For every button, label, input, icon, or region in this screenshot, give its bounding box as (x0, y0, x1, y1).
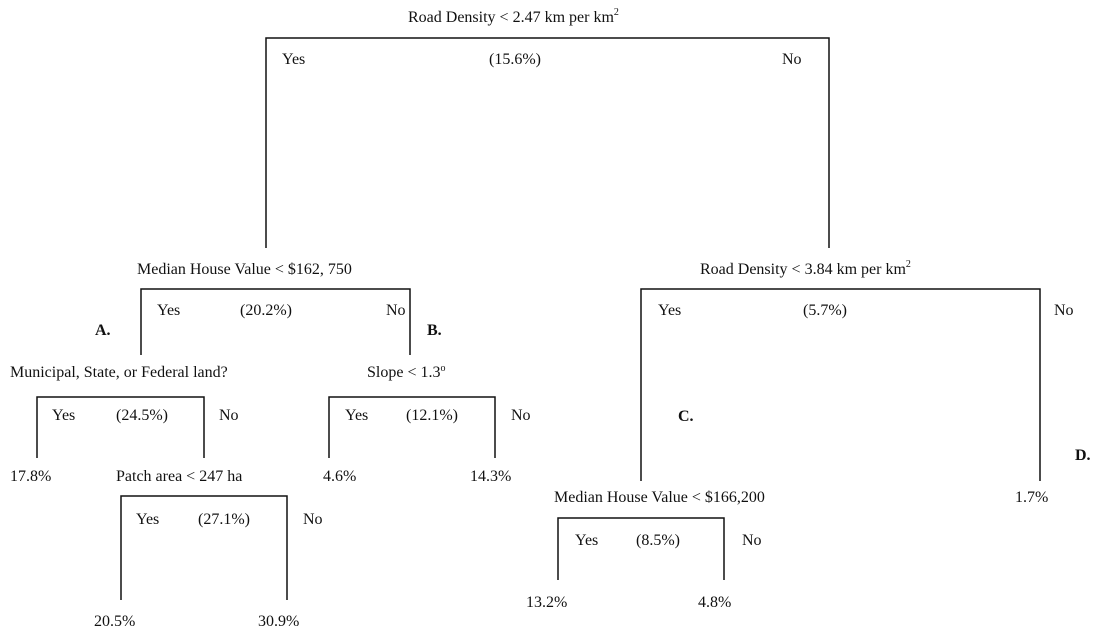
marker-b: B. (427, 322, 442, 339)
patch-split-label: Patch area < 247 ha (116, 468, 242, 485)
left-split-bracket (140, 288, 411, 355)
house2-no-label: No (742, 532, 762, 549)
root-yes-label: Yes (282, 51, 305, 68)
land-percent-label: (24.5%) (116, 407, 168, 424)
leaf-patch-no: 30.9% (258, 613, 299, 630)
land-yes-label: Yes (52, 407, 75, 424)
patch-percent-label: (27.1%) (198, 511, 250, 528)
root-split-label: Road Density < 2.47 km per km2 (408, 7, 619, 26)
patch-no-label: No (303, 511, 323, 528)
house2-split-bracket (557, 517, 725, 580)
leaf-land-yes: 17.8% (10, 468, 51, 485)
leaf-slope-yes: 4.6% (323, 468, 356, 485)
left-split-label: Median House Value < $162, 750 (137, 261, 352, 278)
right-split-superscript: 2 (906, 259, 911, 270)
slope-no-label: No (511, 407, 531, 424)
marker-a: A. (95, 322, 111, 339)
right-percent-label: (5.7%) (803, 302, 847, 319)
slope-degree-symbol: o (440, 363, 445, 374)
root-split-superscript: 2 (614, 7, 619, 18)
leaf-house2-no: 4.8% (698, 594, 731, 611)
leaf-right-no: 1.7% (1015, 489, 1048, 506)
right-yes-label: Yes (658, 302, 681, 319)
root-split-bracket (265, 37, 830, 248)
marker-d: D. (1075, 447, 1091, 464)
marker-c: C. (678, 408, 694, 425)
house2-percent-label: (8.5%) (636, 532, 680, 549)
leaf-patch-yes: 20.5% (94, 613, 135, 630)
house2-split-label: Median House Value < $166,200 (554, 489, 765, 506)
root-no-label: No (782, 51, 802, 68)
root-percent-label: (15.6%) (489, 51, 541, 68)
leaf-house2-yes: 13.2% (526, 594, 567, 611)
slope-split-bracket (328, 396, 496, 458)
right-no-label: No (1054, 302, 1074, 319)
patch-yes-label: Yes (136, 511, 159, 528)
slope-percent-label: (12.1%) (406, 407, 458, 424)
patch-split-bracket (120, 495, 288, 600)
house2-yes-label: Yes (575, 532, 598, 549)
right-split-label: Road Density < 3.84 km per km2 (700, 259, 911, 278)
left-no-label: No (386, 302, 406, 319)
land-split-bracket (36, 396, 205, 458)
slope-yes-label: Yes (345, 407, 368, 424)
land-split-label: Municipal, State, or Federal land? (10, 364, 228, 381)
leaf-slope-no: 14.3% (470, 468, 511, 485)
land-no-label: No (219, 407, 239, 424)
slope-split-label: Slope < 1.3o (367, 363, 445, 381)
left-percent-label: (20.2%) (240, 302, 292, 319)
left-yes-label: Yes (157, 302, 180, 319)
right-split-bracket (640, 288, 1041, 481)
